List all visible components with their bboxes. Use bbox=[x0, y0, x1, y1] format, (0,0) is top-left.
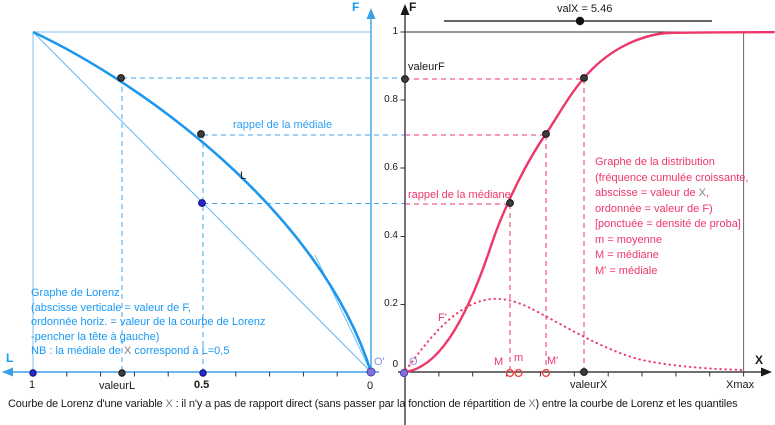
point-valeurL-axis bbox=[118, 369, 126, 377]
lorenz-f-axis-label: F bbox=[352, 0, 360, 14]
valX-slider[interactable] bbox=[444, 16, 712, 26]
valX-slider-handle[interactable] bbox=[575, 16, 585, 26]
l-tick-0: 0 bbox=[367, 380, 374, 392]
point-mediale-on-lorenz bbox=[197, 130, 205, 138]
lorenz-info-line2: (abscisse verticale = valeur de F, bbox=[31, 301, 191, 314]
x-axis-label: X bbox=[755, 353, 764, 367]
point-valeurF-on-axis bbox=[401, 75, 409, 83]
variable-x-ref: X bbox=[528, 398, 536, 410]
point-l-equals-1 bbox=[29, 369, 37, 377]
origin-o-label: O bbox=[409, 356, 418, 368]
valeurX-label: valeurX bbox=[570, 379, 608, 391]
point-mediane-on-curve bbox=[506, 199, 514, 207]
mediale-callout: rappel de la médiale bbox=[233, 119, 333, 131]
dist-info-line6: m = moyenne bbox=[595, 233, 662, 246]
dist-info-line5: [ponctuée = densité de proba] bbox=[595, 218, 741, 230]
x-axis-arrow-right-icon bbox=[761, 367, 772, 377]
point-valeurX-on-curve bbox=[580, 74, 588, 82]
dist-f-axis-ticks bbox=[400, 31, 405, 305]
point-M-prime-mediale-open bbox=[541, 368, 551, 378]
m-moyenne-label: m bbox=[514, 352, 524, 364]
f-tick-1: 1 bbox=[392, 26, 398, 37]
lorenz-dashed-lines bbox=[121, 77, 405, 372]
lorenz-info-text: Graphe de Lorenz (abscisse verticale = v… bbox=[31, 286, 301, 359]
point-mediane-on-diagonal bbox=[198, 199, 206, 207]
l-axis-label: L bbox=[6, 351, 14, 365]
valX-slider-label: valX = 5.46 bbox=[557, 3, 613, 15]
lorenz-f-axis-arrow-up-icon bbox=[366, 8, 376, 19]
f-tick-08: 0.8 bbox=[384, 94, 398, 105]
variable-x-ref: X bbox=[123, 345, 132, 358]
point-M-mediane-open bbox=[505, 368, 515, 378]
xmax-label: Xmax bbox=[726, 379, 755, 391]
point-mediale-on-curve bbox=[542, 130, 550, 138]
variable-x-ref: X bbox=[165, 398, 173, 410]
dist-f-axis-arrow-up-icon bbox=[400, 4, 410, 15]
l-tick-1: 1 bbox=[29, 379, 36, 391]
distribution-info-text: Graphe de la distribution (fréquence cum… bbox=[595, 155, 775, 279]
density-curve-label: F' bbox=[438, 312, 447, 324]
bottom-caption: Courbe de Lorenz d'une variable X : il n… bbox=[8, 398, 738, 410]
lorenz-info-line5: NB : la médiale de X correspond à L=0,5 bbox=[31, 345, 230, 358]
lorenz-panel bbox=[2, 8, 405, 377]
dist-info-line1: Graphe de la distribution bbox=[595, 156, 715, 168]
point-valeurX-on-axis bbox=[580, 368, 588, 376]
valeurF-label: valeurF bbox=[408, 61, 445, 73]
lorenz-curve-label: L bbox=[240, 170, 247, 182]
l-tick-05: 0.5 bbox=[194, 379, 210, 391]
valeurL-label: valeurL bbox=[99, 380, 136, 392]
origin-o-point bbox=[399, 368, 409, 378]
density-curve-dotted bbox=[405, 297, 744, 371]
f-tick-02: 0.2 bbox=[384, 298, 398, 309]
distribution-panel bbox=[398, 4, 775, 425]
dist-f-axis-label: F bbox=[409, 0, 417, 14]
dist-info-line8: M' = médiale bbox=[595, 264, 658, 277]
f-tick-06: 0.6 bbox=[384, 162, 398, 173]
x-axis-ticks bbox=[438, 372, 745, 377]
lorenz-info-line1: Graphe de Lorenz bbox=[31, 287, 120, 299]
origin-o-prime-point bbox=[366, 367, 376, 377]
mediane-callout: rappel de la médiane bbox=[408, 189, 511, 201]
f-tick-0: 0 bbox=[392, 359, 398, 370]
point-valeur-on-lorenz bbox=[117, 74, 125, 82]
origin-o-prime-label: O' bbox=[374, 356, 385, 368]
dist-info-line3: abscisse = valeur de X, bbox=[595, 187, 710, 199]
M-mediane-label: M bbox=[494, 356, 504, 368]
dist-dashed-lines bbox=[405, 78, 585, 370]
dist-info-line7: M = médiane bbox=[595, 249, 659, 261]
dist-info-line4: ordonnée = valeur de F) bbox=[595, 202, 713, 215]
lorenz-info-line4: -pencher la tête à gauche) bbox=[31, 330, 160, 343]
lorenz-curve bbox=[32, 30, 373, 373]
f-tick-04: 0.4 bbox=[384, 230, 398, 241]
l-axis-arrow-left-icon bbox=[2, 367, 13, 377]
dist-info-line2: (fréquence cumulée croissante, bbox=[595, 171, 749, 184]
lorenz-info-line3: ordonnée horiz. = valeur de la courbe de… bbox=[31, 316, 266, 329]
point-m-moyenne-open bbox=[514, 368, 523, 378]
M-prime-mediale-label: M' bbox=[547, 355, 559, 367]
l-axis-ticks bbox=[66, 372, 338, 377]
variable-x-ref: X bbox=[698, 187, 706, 199]
cumulative-distribution-curve bbox=[404, 31, 775, 374]
point-l-equals-05 bbox=[199, 369, 207, 377]
